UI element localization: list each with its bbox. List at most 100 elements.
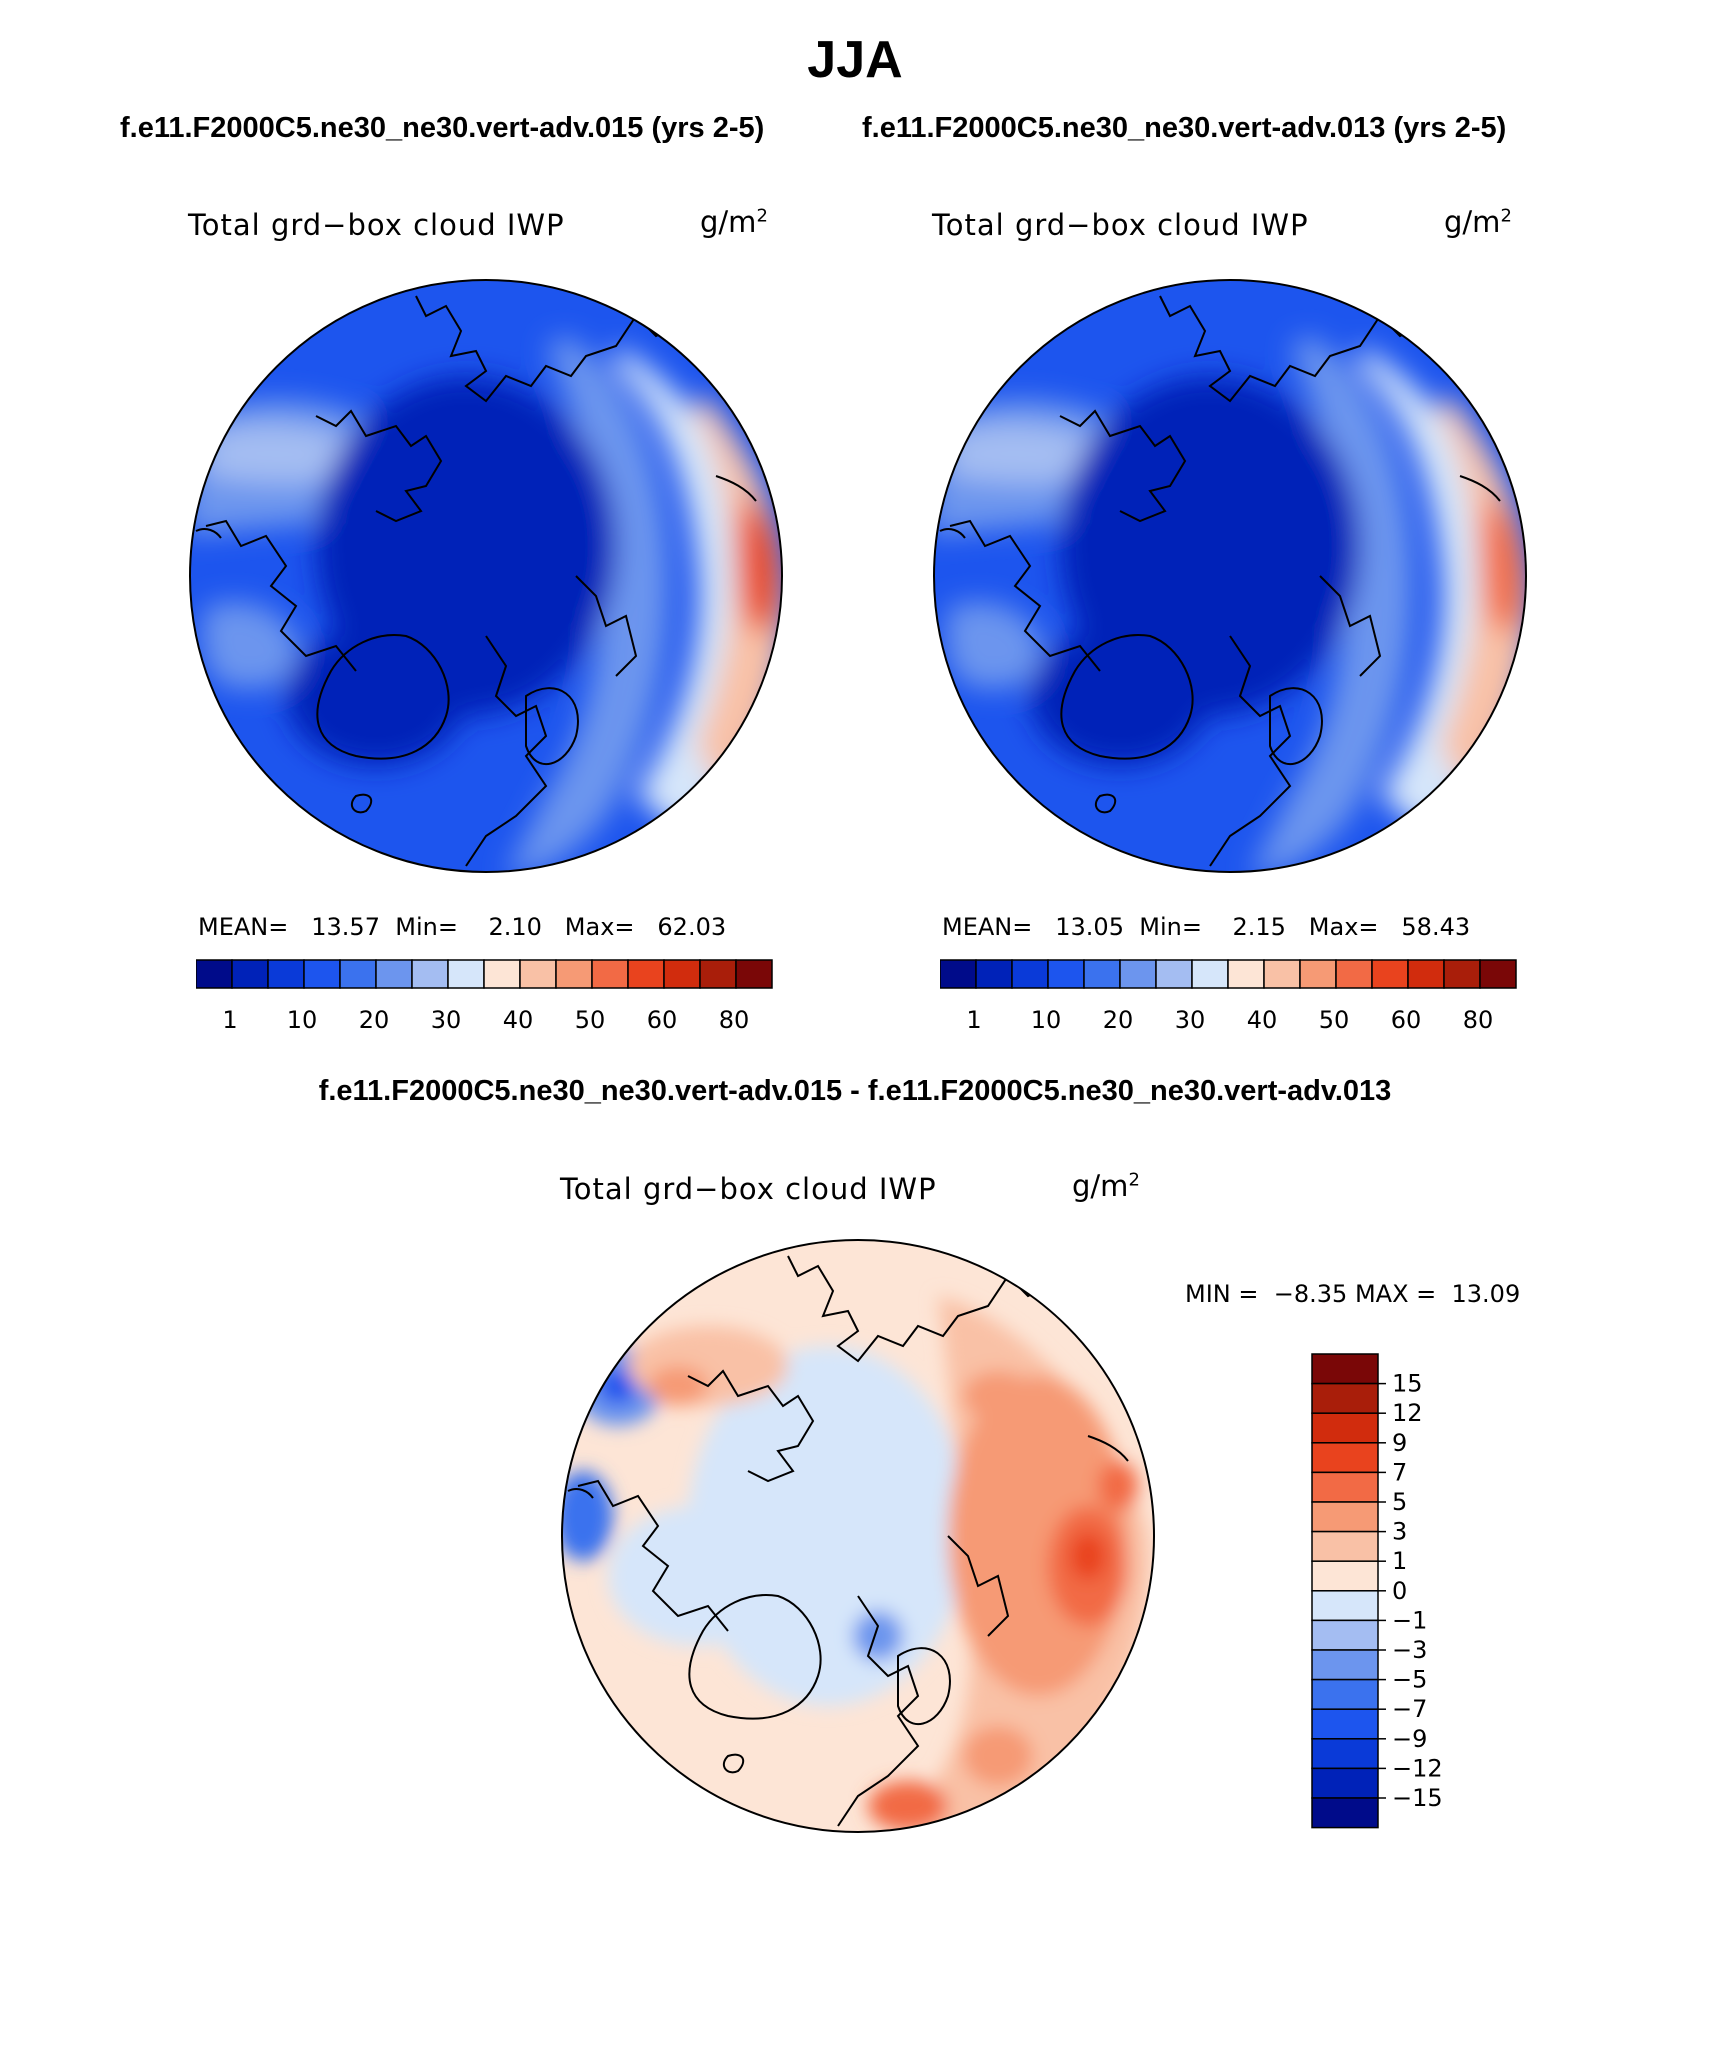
difference-title: f.e11.F2000C5.ne30_ne30.vert-adv.015 - f… <box>318 1075 1392 1107</box>
colorbar1-box-14 <box>699 959 737 989</box>
map1-region-asia-band <box>506 336 669 872</box>
colorbar1-box-12 <box>627 959 665 989</box>
colorbar1-label-4: 40 <box>503 1006 534 1034</box>
colorbar1-box-0 <box>196 959 233 989</box>
colorbar3-box-11 <box>1311 1678 1379 1710</box>
colorbar3-label-12: −9 <box>1392 1725 1427 1753</box>
colorbar2-box-0 <box>940 959 977 989</box>
colorbar2-box-4 <box>1083 959 1121 989</box>
map3-region-north-atlantic-core <box>648 1366 708 1406</box>
panel3-min-label: MIN = <box>1185 1280 1259 1308</box>
colorbar1-label-6: 60 <box>647 1006 678 1034</box>
map3-region-west-atlantic <box>562 1471 613 1561</box>
map3-region-central-arctic-low <box>853 1611 903 1661</box>
colorbar3-box-13 <box>1311 1738 1379 1770</box>
colorbar3-box-6 <box>1311 1530 1379 1562</box>
map-panel-2 <box>933 279 1527 873</box>
map3-region-siberia <box>963 1726 1033 1786</box>
panel3-stats: MIN = −8.35 MAX = 13.09 <box>1185 1280 1520 1308</box>
colorbar2-label-6: 60 <box>1391 1006 1422 1034</box>
colorbar3-box-9 <box>1311 1619 1379 1651</box>
colorbar2-box-9 <box>1263 959 1301 989</box>
map1-coastlines <box>195 295 757 867</box>
panel1-min-value: 2.10 <box>488 913 542 941</box>
panel1-variable-label: Total grd−box cloud IWP <box>188 208 565 242</box>
panel1-mean-label: MEAN= <box>198 913 289 941</box>
colorbar1-box-6 <box>411 959 449 989</box>
colorbar1-label-5: 50 <box>575 1006 606 1034</box>
colorbar3-label-11: −7 <box>1392 1695 1427 1723</box>
case-title-right: f.e11.F2000C5.ne30_ne30.vert-adv.013 (yr… <box>862 112 1507 144</box>
panel2-min-value: 2.15 <box>1232 913 1286 941</box>
colorbar3-label-4: 5 <box>1392 1488 1407 1516</box>
colorbar2-label-1: 10 <box>1031 1006 1062 1034</box>
panel1-max-label: Max= <box>564 913 635 941</box>
colorbar2-box-12 <box>1371 959 1409 989</box>
panel3-max-value: 13.09 <box>1451 1280 1521 1308</box>
map3-region-south-asia <box>963 1371 1033 1421</box>
colorbar3-label-1: 12 <box>1392 1399 1423 1427</box>
colorbar1-box-2 <box>267 959 305 989</box>
colorbar2-label-7: 80 <box>1463 1006 1494 1034</box>
colorbar1-label-2: 20 <box>359 1006 390 1034</box>
map1-border <box>189 279 783 873</box>
map-panel-1 <box>189 279 783 873</box>
panel3-max-label: MAX = <box>1354 1280 1437 1308</box>
map1-region-greenland <box>286 626 466 766</box>
colorbar1-box-3 <box>303 959 341 989</box>
colorbar3-box-2 <box>1311 1412 1379 1444</box>
colorbar3-box-5 <box>1311 1501 1379 1533</box>
panel1-stats: MEAN= 13.57 Min= 2.10 Max= 62.03 <box>198 913 726 941</box>
colorbar-panel-1: 1 10 20 30 40 50 60 80 <box>196 959 773 1034</box>
colorbar2-label-5: 50 <box>1319 1006 1350 1034</box>
colorbar3-box-3 <box>1311 1442 1379 1474</box>
panel2-max-label: Max= <box>1308 913 1379 941</box>
map1-region-north-atlantic <box>202 602 298 689</box>
colorbar3-box-0 <box>1311 1353 1379 1385</box>
colorbar3-label-3: 7 <box>1392 1458 1407 1486</box>
panel1-units-label: g/m2 <box>700 205 768 239</box>
colorbar3-label-10: −5 <box>1392 1666 1427 1694</box>
colorbar1-box-11 <box>591 959 629 989</box>
colorbar1-label-0: 1 <box>222 1006 237 1034</box>
colorbar1-label-7: 80 <box>719 1006 750 1034</box>
panel2-mean-value: 13.05 <box>1055 913 1124 941</box>
colorbar1-label-1: 10 <box>287 1006 318 1034</box>
colorbar1-box-5 <box>375 959 413 989</box>
map3-region-western-pacific-core <box>1070 1532 1106 1580</box>
colorbar3-box-7 <box>1311 1560 1379 1592</box>
colorbar1-box-7 <box>447 959 485 989</box>
colorbar3-box-10 <box>1311 1649 1379 1681</box>
colorbar3-label-5: 3 <box>1392 1518 1407 1546</box>
map2-region-asia-band <box>1250 336 1413 872</box>
map-panel-difference <box>561 1239 1155 1833</box>
panel1-min-label: Min= <box>395 913 458 941</box>
figure-title: JJA <box>807 31 903 89</box>
colorbar2-box-1 <box>975 959 1013 989</box>
colorbar-panel-2: 1 10 20 30 40 50 60 80 <box>940 959 1517 1034</box>
map2-region-greenland <box>1030 626 1210 766</box>
colorbar1-box-15 <box>735 959 773 989</box>
colorbar3-box-8 <box>1311 1590 1379 1622</box>
colorbar3-box-4 <box>1311 1471 1379 1503</box>
map3-border <box>561 1239 1155 1833</box>
colorbar2-box-14 <box>1443 959 1481 989</box>
colorbar2-box-13 <box>1407 959 1445 989</box>
colorbar2-label-0: 1 <box>966 1006 981 1034</box>
colorbar2-box-5 <box>1119 959 1157 989</box>
colorbar1-box-1 <box>231 959 269 989</box>
map1-region-western-pacific-warm-pool <box>737 496 780 634</box>
colorbar3-box-14 <box>1311 1767 1379 1799</box>
map1-region-pacific-band <box>206 424 364 484</box>
colorbar3-label-2: 9 <box>1392 1429 1407 1457</box>
colorbar3-box-1 <box>1311 1382 1379 1414</box>
colorbar2-box-3 <box>1047 959 1085 989</box>
colorbar1-box-8 <box>483 959 521 989</box>
colorbar2-box-2 <box>1011 959 1049 989</box>
colorbar3-label-6: 1 <box>1392 1547 1407 1575</box>
colorbar2-box-11 <box>1335 959 1373 989</box>
panel1-max-value: 62.03 <box>657 913 727 941</box>
colorbar3-box-12 <box>1311 1708 1379 1740</box>
colorbar1-label-3: 30 <box>431 1006 462 1034</box>
